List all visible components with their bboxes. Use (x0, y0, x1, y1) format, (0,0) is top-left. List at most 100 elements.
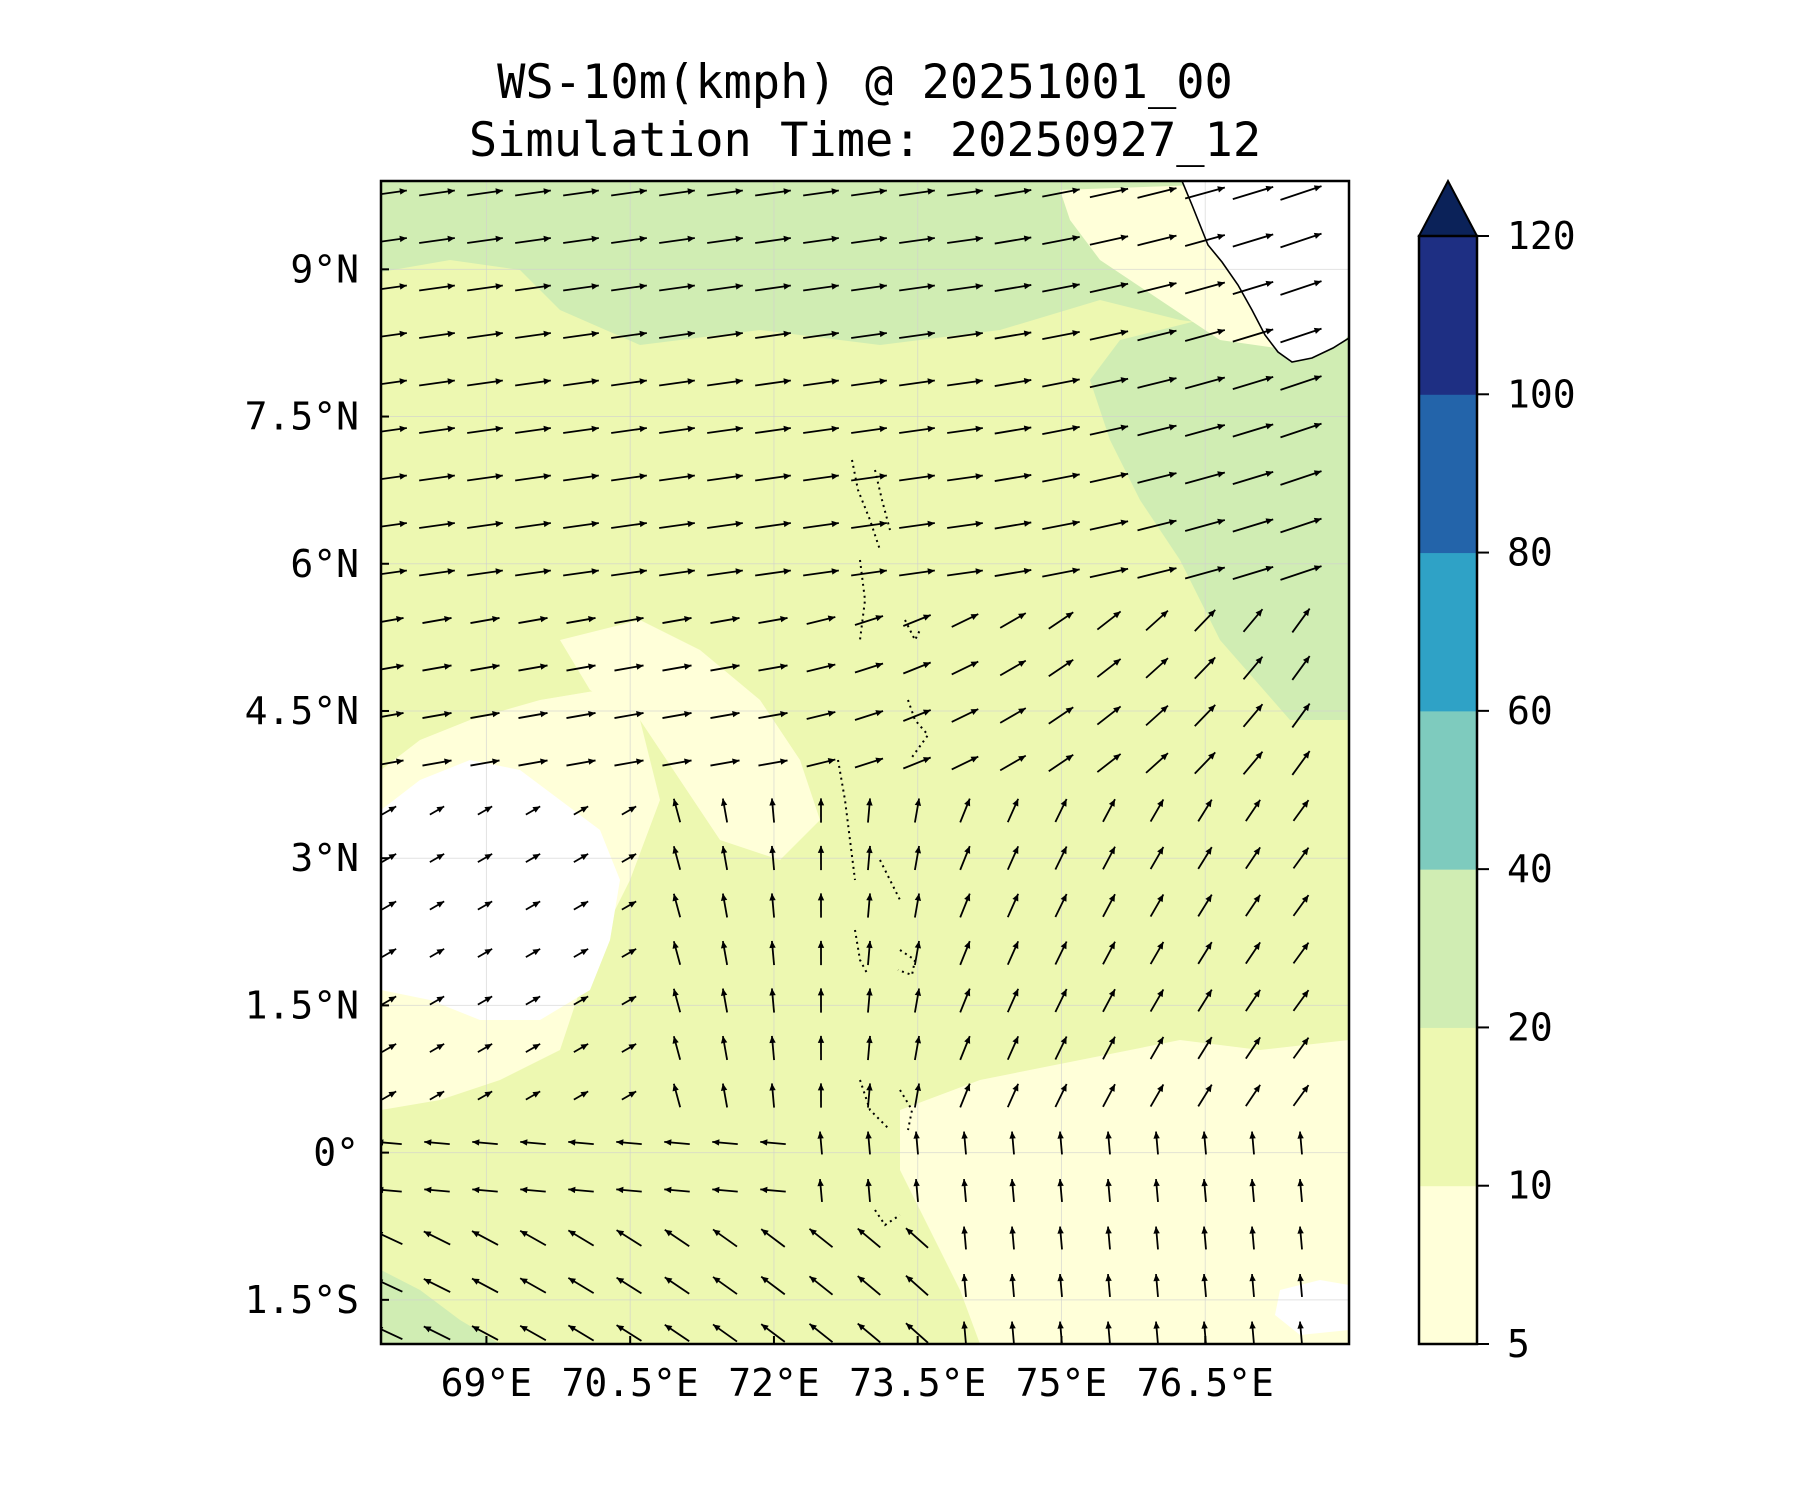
wind-vector-arrow (999, 612, 1027, 629)
wind-vector-arrow (865, 1131, 872, 1155)
wind-vector-arrow (381, 330, 407, 338)
wind-vector-arrow (573, 1043, 589, 1053)
wind-vector-arrow (616, 1229, 642, 1247)
wind-vector-arrow (1245, 799, 1261, 822)
wind-vector-arrow (1089, 329, 1129, 341)
wind-vector-arrow (854, 710, 884, 721)
wind-vector-arrow (1054, 941, 1068, 965)
wind-vector-arrow (672, 1083, 682, 1108)
wind-vector-arrow (1149, 941, 1165, 965)
wind-vector-arrow (662, 616, 692, 624)
wind-vector-arrow (851, 330, 887, 339)
wind-vector-arrow (1096, 753, 1122, 773)
wind-vector-arrow (1292, 847, 1310, 869)
map-frame (379, 179, 1351, 1346)
wind-vector-arrow (659, 188, 695, 197)
wind-vector-arrow (720, 940, 729, 966)
wind-vector-arrow (866, 893, 873, 918)
wind-vector-arrow (429, 853, 445, 863)
lat-tick-label: 4.5°N (245, 689, 359, 733)
wind-vector-arrow (769, 893, 776, 918)
wind-vector-arrow (1057, 1273, 1064, 1298)
wind-vector-arrow (1145, 704, 1169, 727)
wind-vector-arrow (961, 1226, 968, 1250)
wind-vector-arrow (672, 988, 682, 1013)
wind-vector-arrow (472, 1139, 498, 1146)
colorbar-tick-label: 80 (1507, 531, 1553, 575)
wind-vector-arrow (803, 520, 839, 529)
wind-vector-arrow (659, 378, 695, 387)
wind-vector-arrow (1057, 1178, 1064, 1203)
wind-vector-arrow (419, 188, 455, 197)
wind-vector-arrow (1245, 1036, 1261, 1060)
wind-vector-arrow (760, 1139, 786, 1146)
wind-vector-arrow (1201, 1273, 1208, 1298)
wind-vector-arrow (1042, 425, 1080, 436)
wind-vector-arrow (611, 235, 647, 244)
wind-vector-arrow (1194, 656, 1216, 680)
wind-vector-arrow (1245, 894, 1261, 917)
wind-vector-arrow (429, 1043, 445, 1053)
wind-vector-arrow (769, 845, 776, 871)
wind-vector-arrow (707, 378, 743, 387)
wind-vector-arrow (471, 1325, 499, 1341)
wind-vector-arrow (1197, 941, 1213, 965)
wind-vector-arrow (854, 615, 884, 626)
wind-vector-arrow (1057, 1131, 1064, 1155)
wind-vector-arrow (573, 948, 589, 958)
wind-vector-arrow (1048, 754, 1074, 772)
wind-vector-arrow (467, 378, 503, 387)
wind-vector-arrow (621, 805, 637, 816)
wind-vector-arrow (471, 1230, 499, 1246)
wind-vector-arrow (611, 283, 647, 292)
wind-vector-arrow (1280, 327, 1322, 344)
map-content (381, 181, 1349, 1344)
wind-vector-arrow (951, 613, 979, 628)
colorbar-ticks: 5 10 20 40 60 80 100 120 (1477, 214, 1576, 1366)
wind-vector-arrow (1006, 798, 1020, 823)
wind-vector-arrow (1042, 520, 1080, 531)
wind-vector-arrow (1153, 1321, 1160, 1344)
wind-vector-arrow (851, 425, 887, 434)
wind-vector-arrow (611, 330, 647, 339)
colorbar-band (1419, 552, 1477, 712)
wind-vector-arrow (419, 283, 455, 292)
wind-vector-arrow (1201, 1178, 1208, 1203)
wind-vector-arrow (1048, 706, 1074, 725)
wind-vector-arrow (381, 758, 404, 766)
wind-vector-arrow (1242, 656, 1264, 680)
wind-vector-arrow (1297, 1226, 1304, 1250)
wind-vector-arrow (803, 473, 839, 482)
wind-vector-arrow (611, 378, 647, 387)
wind-vector-arrow (1006, 988, 1020, 1013)
wind-vector-arrow (471, 1277, 499, 1294)
wind-vector-arrow (803, 235, 839, 244)
wind-vector-arrow (817, 845, 825, 871)
wind-vector-arrow (568, 1139, 594, 1146)
wind-vector-arrow (1054, 846, 1068, 870)
wind-vector-arrow (1232, 280, 1274, 296)
wind-vector-arrow (525, 900, 541, 911)
wind-vector-arrow (525, 1043, 541, 1053)
wind-vector-arrow (616, 1276, 642, 1295)
wind-vector-arrow (1149, 846, 1165, 870)
colorbar-bands (1419, 236, 1477, 1345)
wind-vector-arrow (905, 1322, 929, 1344)
wind-vector-arrow (467, 188, 503, 197)
wind-vector-arrow (803, 330, 839, 339)
wind-vector-arrow (1249, 1321, 1256, 1344)
wind-vector-arrow (1197, 846, 1213, 870)
wind-vector-arrow (1249, 1131, 1256, 1155)
lat-tick-label: 9°N (290, 247, 359, 291)
wind-vector-arrow (758, 711, 788, 719)
wind-vector-arrow (1089, 187, 1129, 199)
colorbar-band (1419, 236, 1477, 395)
wind-vector-arrow (1232, 185, 1274, 201)
wind-vector-arrow (477, 853, 493, 863)
wind-vector-arrow (563, 378, 599, 387)
wind-vector-arrow (994, 377, 1032, 387)
wind-vector-arrow (1297, 1131, 1304, 1155)
wind-vector-arrow (1089, 519, 1129, 531)
wind-vector-arrow (672, 798, 682, 823)
wind-vector-arrow (1042, 187, 1080, 198)
